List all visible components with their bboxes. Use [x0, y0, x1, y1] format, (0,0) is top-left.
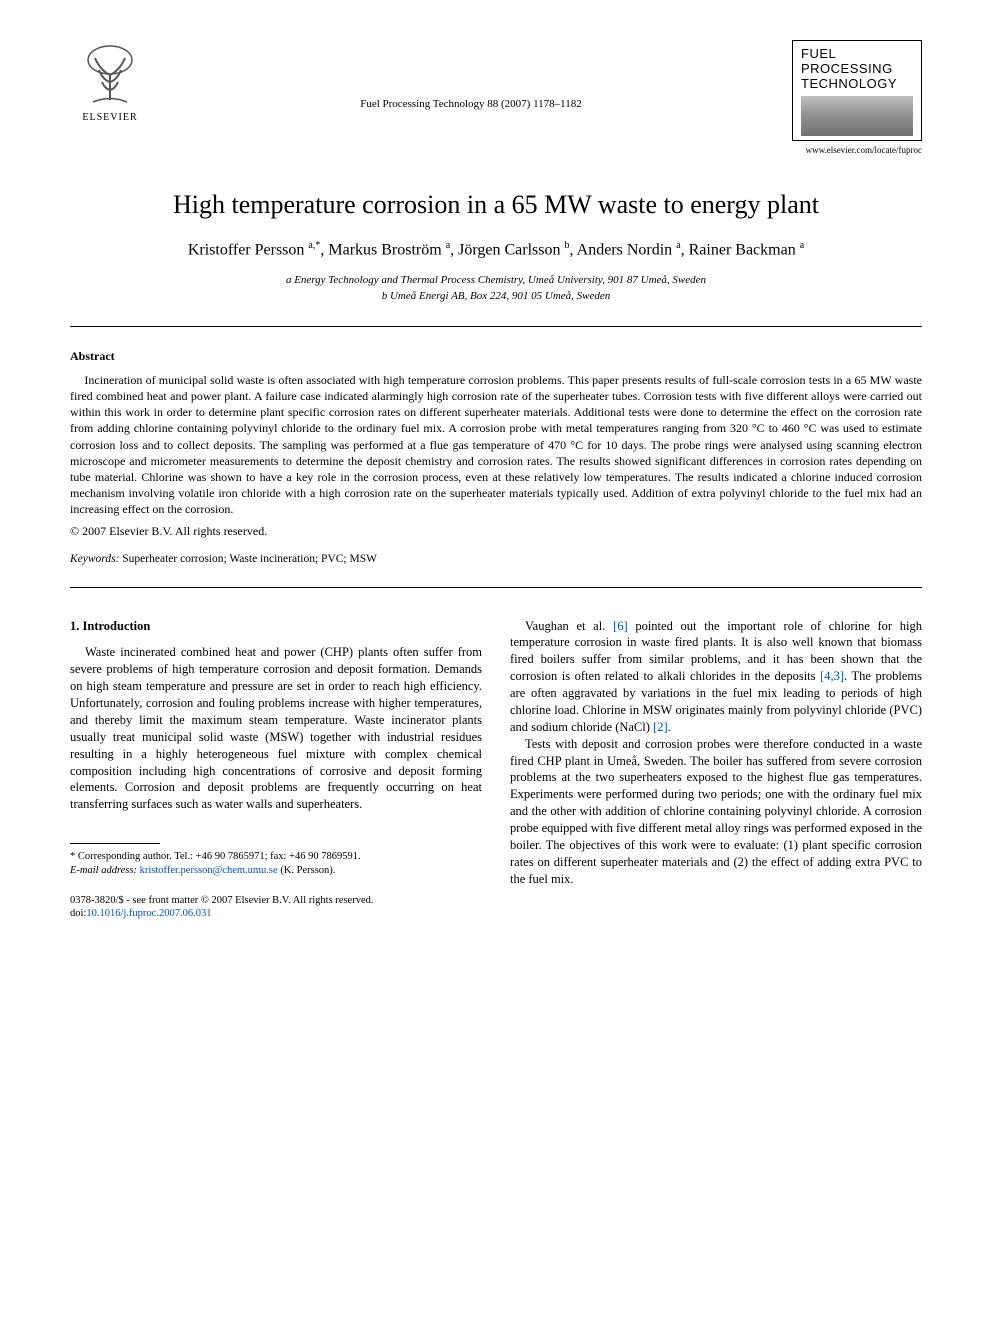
email-label: E-mail address:	[70, 865, 137, 876]
ref-link[interactable]: [2]	[653, 720, 668, 734]
journal-logo-container: FUEL PROCESSING TECHNOLOGY www.elsevier.…	[792, 40, 922, 155]
footnote-contact: * Corresponding author. Tel.: +46 90 786…	[70, 850, 482, 864]
abstract-heading: Abstract	[70, 349, 922, 364]
divider	[70, 587, 922, 588]
body-columns: 1. Introduction Waste incinerated combin…	[70, 618, 922, 921]
keywords-line: Keywords: Superheater corrosion; Waste i…	[70, 553, 922, 565]
section-1-para-2: Vaughan et al. [6] pointed out the impor…	[510, 618, 922, 736]
journal-url: www.elsevier.com/locate/fuproc	[792, 145, 922, 155]
publisher-logo: ELSEVIER	[70, 40, 150, 130]
email-tail: (K. Persson).	[280, 865, 335, 876]
publisher-name: ELSEVIER	[82, 112, 137, 123]
email-link[interactable]: kristoffer.persson@chem.umu.se	[140, 865, 278, 876]
affiliation-b: b Umeå Energi AB, Box 224, 901 05 Umeå, …	[70, 289, 922, 304]
abstract-body: Incineration of municipal solid waste is…	[70, 372, 922, 518]
page-header: ELSEVIER Fuel Processing Technology 88 (…	[70, 40, 922, 155]
corresponding-author-footnote: * Corresponding author. Tel.: +46 90 786…	[70, 850, 482, 877]
bottom-meta: 0378-3820/$ - see front matter © 2007 El…	[70, 894, 482, 921]
journal-name-line1: FUEL	[801, 47, 913, 62]
doi-label: doi:	[70, 908, 86, 919]
journal-cover-thumbnail-icon	[801, 96, 913, 136]
column-left: 1. Introduction Waste incinerated combin…	[70, 618, 482, 921]
divider	[70, 326, 922, 327]
journal-reference: Fuel Processing Technology 88 (2007) 117…	[150, 40, 792, 110]
footnote-divider	[70, 843, 160, 844]
section-1-para-3: Tests with deposit and corrosion probes …	[510, 736, 922, 888]
column-right: Vaughan et al. [6] pointed out the impor…	[510, 618, 922, 921]
doi-line: doi:10.1016/j.fuproc.2007.06.031	[70, 907, 482, 921]
abstract-copyright: © 2007 Elsevier B.V. All rights reserved…	[70, 524, 922, 539]
section-1-heading: 1. Introduction	[70, 618, 482, 635]
ref-link[interactable]: [4,3]	[820, 669, 844, 683]
doi-link[interactable]: 10.1016/j.fuproc.2007.06.031	[86, 908, 211, 919]
journal-name-line2: PROCESSING	[801, 62, 913, 77]
ref-link[interactable]: [6]	[613, 619, 628, 633]
footnote-email-line: E-mail address: kristoffer.persson@chem.…	[70, 864, 482, 878]
affiliation-a: a Energy Technology and Thermal Process …	[70, 273, 922, 288]
keywords-label: Keywords:	[70, 553, 119, 565]
section-1-para-1: Waste incinerated combined heat and powe…	[70, 644, 482, 813]
affiliations: a Energy Technology and Thermal Process …	[70, 273, 922, 304]
journal-logo-box: FUEL PROCESSING TECHNOLOGY	[792, 40, 922, 141]
abstract-section: Abstract Incineration of municipal solid…	[70, 349, 922, 565]
elsevier-tree-icon	[75, 40, 145, 110]
journal-name-line3: TECHNOLOGY	[801, 77, 913, 92]
issn-line: 0378-3820/$ - see front matter © 2007 El…	[70, 894, 482, 908]
keywords-value: Superheater corrosion; Waste incineratio…	[122, 553, 377, 565]
article-title: High temperature corrosion in a 65 MW wa…	[70, 190, 922, 220]
author-list: Kristoffer Persson a,*, Markus Broström …	[70, 240, 922, 259]
